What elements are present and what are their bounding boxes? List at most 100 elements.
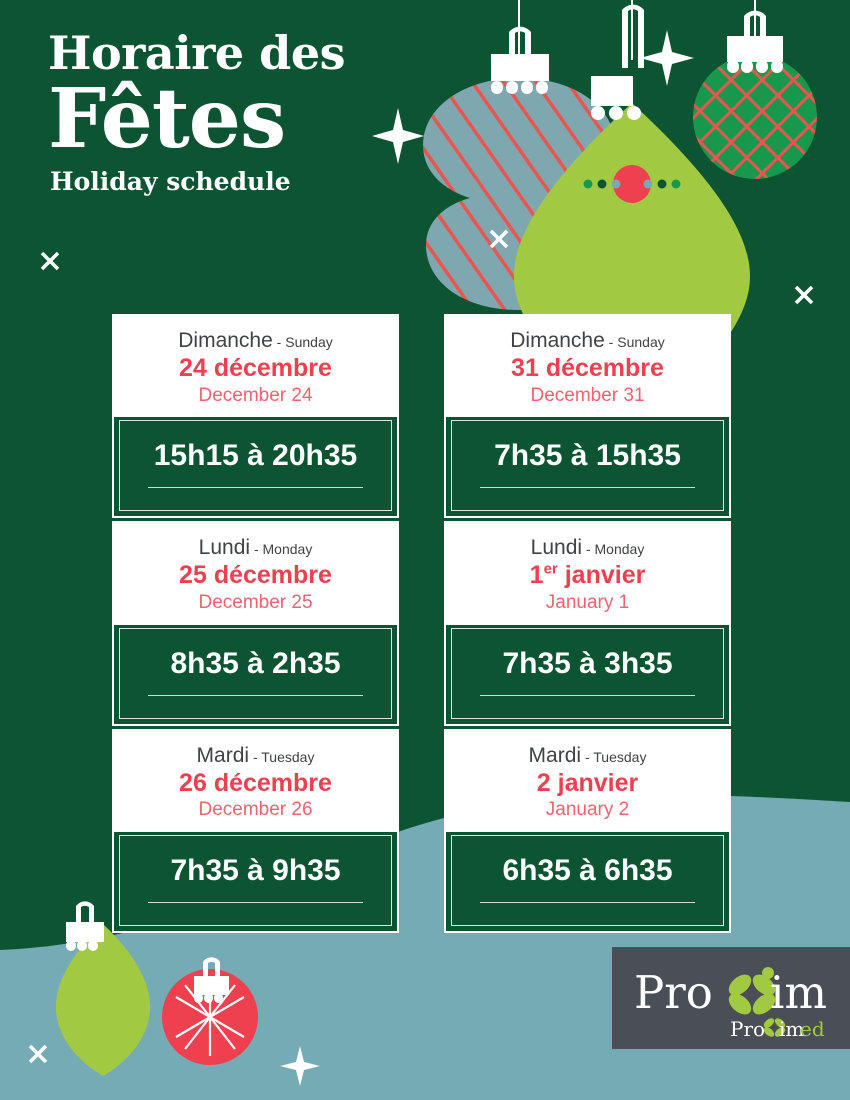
card-day-names: Lundi - Monday [454, 537, 721, 559]
card-date-section: Mardi - Tuesday 26 décembre December 26 [114, 730, 397, 833]
butterfly-icon [728, 967, 776, 1015]
schedule-card: Mardi - Tuesday 26 décembre December 26 … [112, 728, 399, 934]
cross-icon [794, 285, 814, 305]
cross-icon [489, 229, 509, 249]
card-hours: 15h15 à 20h35 [153, 439, 358, 473]
card-date-month: janvier [557, 768, 639, 797]
card-day-fr: Dimanche [178, 329, 273, 352]
cross-icon [28, 1044, 48, 1064]
title-subtitle: Holiday schedule [50, 166, 291, 196]
card-date-section: Dimanche - Sunday 31 décembre December 3… [446, 316, 729, 418]
card-date-fr: 31 décembre [454, 354, 721, 384]
card-date-suffix: er [543, 561, 558, 579]
card-hours: 7h35 à 9h35 [170, 854, 341, 888]
card-day-names: Mardi - Tuesday [454, 743, 721, 767]
card-date-number: 31 [511, 354, 539, 383]
card-hours: 6h35 à 6h35 [502, 854, 673, 888]
card-hours-section: 7h35 à 15h35 [451, 420, 724, 512]
card-day-en: Tuesday [261, 748, 315, 765]
card-day-fr: Mardi [196, 743, 250, 767]
butterfly-icon-small [763, 1018, 786, 1037]
cross-icon [40, 251, 60, 271]
card-date-section: Mardi - Tuesday 2 janvier January 2 [446, 730, 729, 833]
schedule-card: Mardi - Tuesday 2 janvier January 2 6h35… [444, 728, 731, 934]
red-ball-ornament [162, 957, 258, 1065]
proxim-logo: Pro im Pro im ed [634, 966, 827, 1041]
ornament-center-dot [613, 165, 651, 203]
card-date-section: Lundi - Monday 25 décembre December 25 [114, 523, 397, 625]
lattice-ball-ornament [693, 10, 817, 179]
card-date-en: December 26 [198, 799, 313, 821]
card-hours-rule [480, 487, 695, 489]
card-day-fr: Lundi [530, 536, 583, 560]
card-date-month: décembre [213, 354, 332, 383]
card-day-names: Mardi - Tuesday [122, 743, 389, 767]
poster-header: Horaire des Fêtes Holiday schedule [48, 26, 346, 196]
card-date-number: 2 [536, 768, 551, 797]
cross-icon-group [28, 229, 814, 1064]
card-day-fr: Dimanche [510, 329, 605, 352]
card-day-sep: - [250, 541, 263, 558]
card-date-number: 1 [529, 561, 544, 590]
card-hours-section: 6h35 à 6h35 [451, 835, 724, 927]
logo-sub-part3: ed [800, 1017, 825, 1041]
logo-sub-part1: Pro [730, 1017, 765, 1041]
card-day-en: Sunday [285, 334, 333, 350]
schedule-card: Lundi - Monday 1er janvier January 1 7h3… [444, 521, 731, 726]
proxim-logo-box: Pro im Pro im ed [612, 947, 850, 1049]
title-line-2: Fêtes [48, 71, 286, 167]
card-hours-rule [148, 694, 363, 696]
card-date-month: décembre [545, 354, 664, 383]
card-hours-rule [148, 902, 363, 904]
card-hours-rule [480, 694, 695, 696]
card-date-fr: 25 décembre [122, 561, 389, 591]
card-day-en: Monday [594, 541, 645, 558]
card-hours-section: 8h35 à 2h35 [119, 627, 392, 719]
title-line-1: Horaire des [48, 26, 346, 80]
sparkle-icon-group [280, 30, 694, 1086]
card-day-names: Lundi - Monday [122, 537, 389, 559]
schedule-card-grid: Dimanche - Sunday 24 décembre December 2… [112, 314, 738, 934]
card-date-fr: 26 décembre [122, 769, 389, 799]
card-hours: 7h35 à 3h35 [502, 646, 673, 680]
card-hours-rule [480, 902, 695, 904]
card-day-fr: Mardi [528, 743, 582, 767]
card-day-en: Monday [262, 541, 313, 558]
card-date-fr: 1er janvier [454, 561, 721, 591]
card-date-en: December 25 [198, 591, 313, 613]
card-day-fr: Lundi [198, 536, 251, 560]
schedule-card: Lundi - Monday 25 décembre December 25 8… [112, 521, 399, 726]
sparkle-icon [640, 30, 694, 86]
logo-brand-part2: im [770, 966, 827, 1019]
card-day-en: Tuesday [593, 748, 647, 765]
card-day-names: Dimanche - Sunday [454, 329, 721, 352]
card-date-en: January 1 [545, 591, 630, 613]
lime-teardrop-ornament [55, 901, 151, 1076]
schedule-card: Dimanche - Sunday 31 décembre December 3… [444, 314, 731, 519]
snowflake-icon [175, 978, 245, 1056]
logo-brand-part1: Pro [634, 966, 713, 1019]
card-day-en: Sunday [617, 334, 665, 350]
card-hours: 8h35 à 2h35 [170, 646, 341, 680]
card-date-month: janvier [564, 561, 646, 590]
card-hours-section: 7h35 à 3h35 [451, 627, 724, 719]
schedule-card: Dimanche - Sunday 24 décembre December 2… [112, 314, 399, 519]
card-day-sep: - [272, 334, 286, 350]
card-date-en: December 24 [198, 384, 313, 406]
card-date-section: Lundi - Monday 1er janvier January 1 [446, 523, 729, 625]
card-hours-section: 15h15 à 20h35 [119, 420, 392, 512]
card-day-sep: - [581, 748, 594, 765]
card-day-sep: - [249, 748, 262, 765]
card-date-en: December 31 [530, 384, 645, 406]
card-day-sep: - [604, 334, 618, 350]
logo-sub-part2: im [779, 1017, 804, 1041]
card-date-number: 25 [179, 561, 207, 590]
card-date-month: décembre [213, 768, 332, 797]
sparkle-icon [280, 1046, 320, 1086]
card-hours: 7h35 à 15h35 [494, 439, 681, 473]
card-date-number: 24 [179, 354, 207, 383]
card-day-sep: - [582, 541, 595, 558]
card-date-number: 26 [179, 768, 207, 797]
card-date-en: January 2 [545, 799, 630, 821]
